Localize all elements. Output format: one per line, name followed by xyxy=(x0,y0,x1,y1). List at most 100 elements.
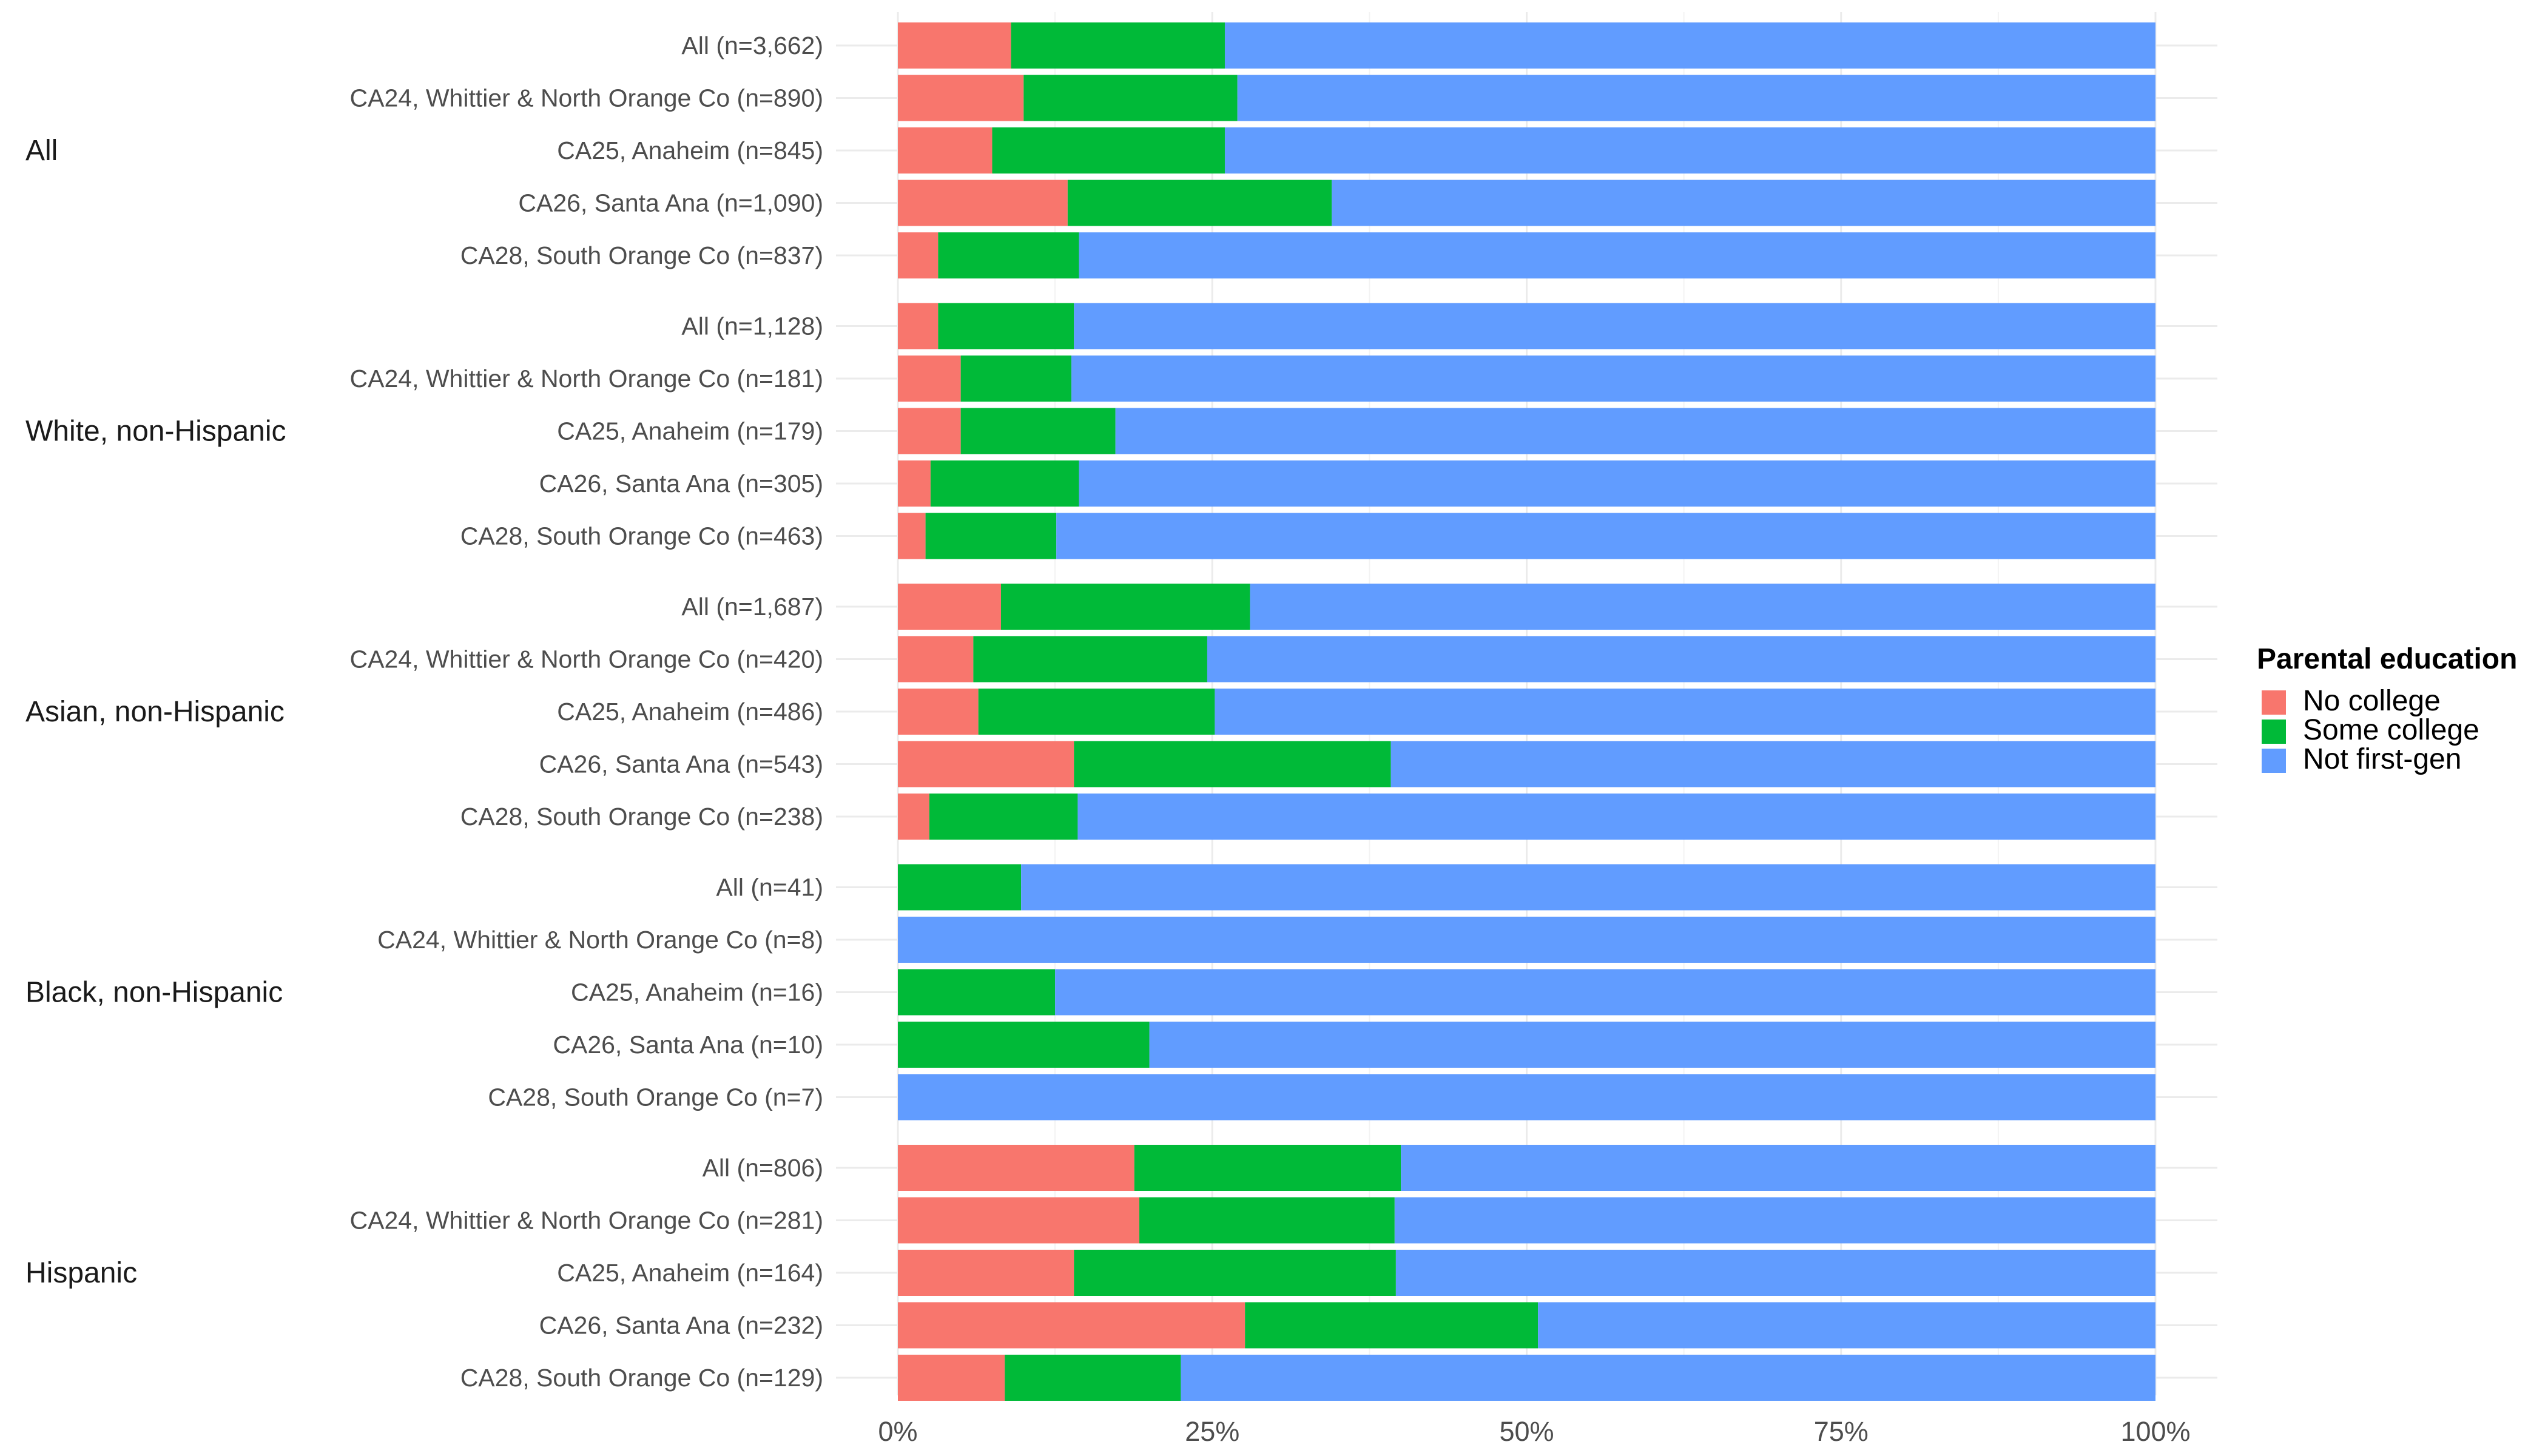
row-label: All (n=41) xyxy=(716,874,823,902)
bar-segment-not-first-gen xyxy=(1079,232,2155,278)
bar-segment-some-college xyxy=(1023,75,1238,121)
bar-segment-some-college xyxy=(898,1022,1150,1068)
facet-label: White, non-Hispanic xyxy=(25,416,286,448)
bar-segment-some-college xyxy=(1139,1197,1395,1244)
bar-segment-some-college xyxy=(960,356,1072,402)
bar-segment-not-first-gen xyxy=(1394,1197,2155,1244)
bar-segment-no-college xyxy=(898,22,1011,69)
bar-segment-no-college xyxy=(898,232,939,278)
legend-label-no-college: No college xyxy=(2303,685,2441,717)
row-label: All (n=1,687) xyxy=(681,593,823,621)
bar-segment-no-college xyxy=(898,636,974,682)
bar-segment-some-college xyxy=(1005,1355,1181,1401)
legend-key-some-college xyxy=(2262,720,2286,744)
bar-segment-some-college xyxy=(938,232,1079,278)
row-label: CA28, South Orange Co (n=7) xyxy=(488,1084,823,1111)
bar-segment-not-first-gen xyxy=(1395,1250,2155,1296)
bar-segment-some-college xyxy=(960,408,1116,454)
bar-segment-no-college xyxy=(898,303,939,349)
bar-segment-some-college xyxy=(1134,1145,1401,1191)
legend-title: Parental education xyxy=(2257,643,2517,675)
bar-segment-not-first-gen xyxy=(898,917,2155,963)
x-tick-label: 100% xyxy=(2120,1416,2190,1447)
facet-label: Asian, non-Hispanic xyxy=(25,696,285,728)
row-label: CA26, Santa Ana (n=305) xyxy=(539,470,823,497)
facet-label: All xyxy=(25,135,58,167)
bar-segment-no-college xyxy=(898,794,929,840)
bar-segment-some-college xyxy=(992,127,1225,174)
bar-segment-some-college xyxy=(973,636,1207,682)
bar-segment-not-first-gen xyxy=(1401,1145,2155,1191)
bar-segment-some-college xyxy=(929,794,1078,840)
bar-segment-not-first-gen xyxy=(1332,180,2155,226)
bar-segment-not-first-gen xyxy=(1149,1022,2155,1068)
bar-segment-no-college xyxy=(898,1197,1140,1244)
bar-segment-some-college xyxy=(930,460,1079,507)
row-label: All (n=1,128) xyxy=(681,312,823,340)
bar-segment-no-college xyxy=(898,1250,1074,1296)
bar-segment-not-first-gen xyxy=(1207,636,2155,682)
bar-segment-not-first-gen xyxy=(1237,75,2155,121)
row-label: CA26, Santa Ana (n=10) xyxy=(553,1031,823,1059)
legend-key-no-college xyxy=(2262,690,2286,715)
bar-segment-some-college xyxy=(925,513,1057,559)
bar-segment-no-college xyxy=(898,356,961,402)
bar-segment-some-college xyxy=(1074,741,1391,787)
bar-segment-some-college xyxy=(978,689,1215,735)
row-label: CA26, Santa Ana (n=543) xyxy=(539,750,823,778)
bar-segment-not-first-gen xyxy=(1021,864,2155,911)
row-label: CA28, South Orange Co (n=238) xyxy=(460,803,823,831)
row-label: CA28, South Orange Co (n=129) xyxy=(460,1364,823,1392)
bar-segment-no-college xyxy=(898,1145,1134,1191)
bar-segment-not-first-gen xyxy=(1055,969,2155,1016)
bar-segment-no-college xyxy=(898,689,979,735)
legend-label-some-college: Some college xyxy=(2303,714,2479,746)
bar-segment-not-first-gen xyxy=(1538,1302,2155,1349)
facet-label: Black, non-Hispanic xyxy=(25,977,283,1009)
bar-segment-not-first-gen xyxy=(1390,741,2155,787)
row-label: CA28, South Orange Co (n=837) xyxy=(460,241,823,269)
bar-segment-no-college xyxy=(898,1302,1245,1349)
legend-key-not-first-gen xyxy=(2262,749,2286,773)
row-label: CA28, South Orange Co (n=463) xyxy=(460,522,823,550)
bars xyxy=(898,22,2155,1401)
bar-segment-no-college xyxy=(898,741,1074,787)
row-label: CA25, Anaheim (n=16) xyxy=(571,979,823,1006)
bar-segment-some-college xyxy=(1074,1250,1396,1296)
bar-segment-some-college xyxy=(938,303,1074,349)
x-tick-label: 0% xyxy=(878,1416,917,1447)
bar-segment-no-college xyxy=(898,1355,1005,1401)
bar-segment-some-college xyxy=(898,969,1056,1016)
row-label: All (n=806) xyxy=(703,1154,823,1182)
x-tick-label: 75% xyxy=(1814,1416,1869,1447)
bar-segment-not-first-gen xyxy=(1215,689,2155,735)
bar-segment-not-first-gen xyxy=(1250,584,2155,630)
row-label: All (n=3,662) xyxy=(681,32,823,59)
row-label: CA24, Whittier & North Orange Co (n=281) xyxy=(350,1207,823,1235)
bar-segment-not-first-gen xyxy=(1224,22,2155,69)
facet-labels: All White, non-Hispanic Asian, non-Hispani… xyxy=(25,135,286,1289)
bar-segment-no-college xyxy=(898,75,1024,121)
bar-segment-no-college xyxy=(898,408,961,454)
bar-segment-some-college xyxy=(1000,584,1250,630)
row-label: CA25, Anaheim (n=164) xyxy=(557,1259,823,1287)
facet-label: Hispanic xyxy=(25,1257,137,1289)
row-label: CA24, Whittier & North Orange Co (n=181) xyxy=(350,365,823,393)
bar-segment-not-first-gen xyxy=(1077,794,2155,840)
bar-segment-no-college xyxy=(898,127,993,174)
bar-segment-some-college xyxy=(1067,180,1332,226)
bar-segment-some-college xyxy=(1011,22,1225,69)
bar-segment-not-first-gen xyxy=(898,1074,2155,1121)
bar-segment-not-first-gen xyxy=(1181,1355,2155,1401)
bar-segment-some-college xyxy=(898,864,1022,911)
row-label: CA26, Santa Ana (n=1,090) xyxy=(518,189,823,217)
x-axis-ticks: 0% 25% 50% 75% 100% xyxy=(878,1416,2190,1447)
x-tick-label: 25% xyxy=(1185,1416,1239,1447)
row-label: CA26, Santa Ana (n=232) xyxy=(539,1312,823,1340)
bar-segment-not-first-gen xyxy=(1071,356,2155,402)
bar-segment-not-first-gen xyxy=(1115,408,2155,454)
bar-segment-no-college xyxy=(898,513,926,559)
bar-segment-not-first-gen xyxy=(1224,127,2155,174)
row-label: CA24, Whittier & North Orange Co (n=890) xyxy=(350,84,823,112)
